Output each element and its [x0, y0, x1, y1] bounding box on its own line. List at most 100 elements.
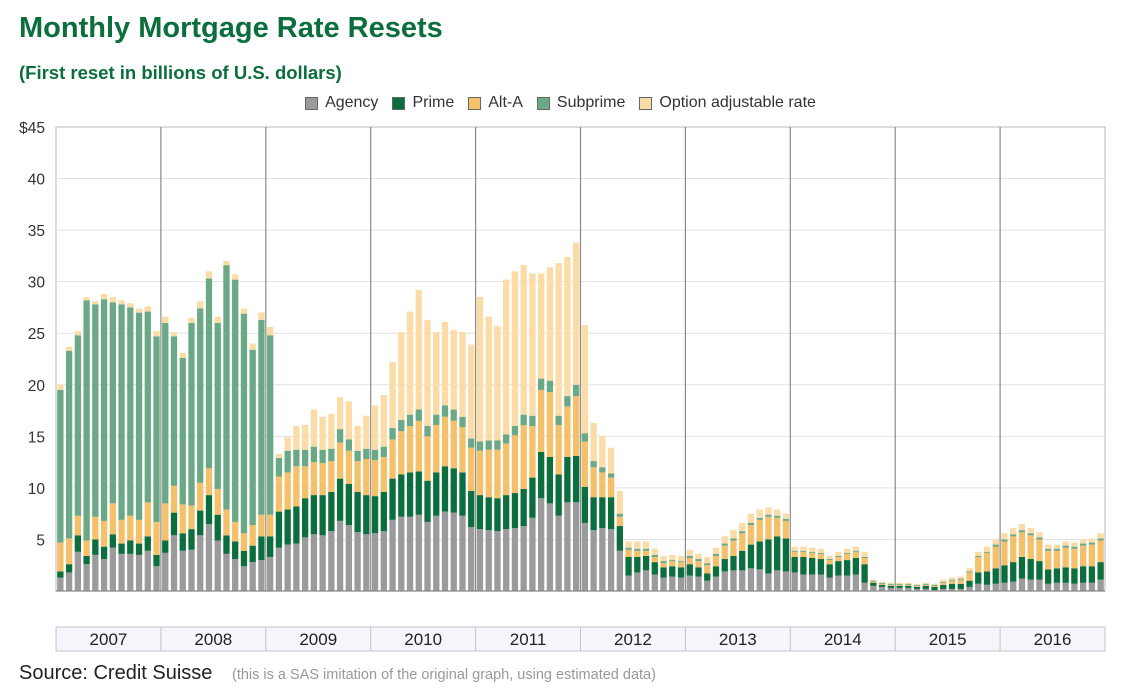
- bar-segment: [433, 332, 440, 415]
- bar-segment: [581, 486, 589, 523]
- bar-segment: [721, 536, 728, 544]
- bar-segment: [677, 577, 685, 591]
- bar-segment: [258, 514, 265, 537]
- bar-segment: [144, 536, 151, 551]
- bar-segment: [1079, 543, 1087, 546]
- bar-segment: [555, 474, 562, 516]
- bar-segment: [109, 547, 116, 591]
- bar-segment: [581, 324, 589, 434]
- bar-segment: [380, 395, 387, 447]
- bar-segment: [721, 543, 728, 546]
- bar-segment: [328, 448, 335, 462]
- bar-segment: [677, 555, 685, 562]
- bar-segment: [450, 409, 457, 421]
- bar-segment: [800, 551, 807, 557]
- bar-segment: [459, 427, 466, 473]
- bar-segment: [878, 586, 886, 591]
- bar-segment: [354, 532, 361, 591]
- bar-segment: [301, 424, 309, 450]
- bar-segment: [127, 515, 134, 541]
- bar-segment: [1071, 548, 1078, 569]
- bar-segment: [878, 581, 886, 583]
- bar-segment: [1036, 561, 1043, 580]
- bar-segment: [100, 546, 108, 560]
- bar-segment: [756, 517, 763, 520]
- bar-segment: [607, 473, 615, 478]
- legend-item-agency: Agency: [305, 94, 378, 112]
- bar-segment: [940, 579, 947, 582]
- bar-segment: [441, 466, 449, 512]
- bar-segment: [363, 448, 370, 460]
- bar-segment: [1036, 539, 1043, 562]
- bar-segment: [843, 548, 851, 553]
- bar-segment: [983, 571, 991, 585]
- bar-segment: [170, 332, 178, 337]
- bar-segment: [92, 516, 99, 540]
- bar-segment: [301, 449, 309, 467]
- bar-segment: [931, 583, 938, 585]
- bar-segment: [843, 552, 851, 554]
- bar-segment: [319, 535, 326, 591]
- bar-segment: [398, 516, 405, 591]
- bar-segment: [1053, 568, 1061, 583]
- bar-segment: [503, 495, 510, 530]
- bar-segment: [162, 503, 169, 541]
- bar-segment: [800, 556, 807, 575]
- year-label: 2016: [1034, 630, 1072, 649]
- year-label: 2012: [614, 630, 652, 649]
- bar-segment: [712, 553, 720, 556]
- bar-segment: [529, 273, 536, 416]
- bar-segment: [642, 550, 650, 556]
- y-tick-label: 5: [36, 532, 45, 549]
- bar-segment: [756, 509, 763, 518]
- bar-segment: [240, 550, 248, 567]
- bar-segment: [564, 396, 571, 407]
- bar-segment: [782, 520, 790, 539]
- bar-segment: [319, 449, 326, 464]
- chart-title: Monthly Mortgage Rate Resets: [19, 12, 443, 44]
- bar-segment: [765, 573, 772, 591]
- bar-segment: [450, 468, 457, 513]
- bar-segment: [476, 441, 484, 451]
- bar-segment: [162, 552, 169, 591]
- bar-segment: [826, 560, 833, 565]
- y-tick-label: 35: [28, 223, 45, 240]
- year-label: 2015: [929, 630, 967, 649]
- bar-segment: [371, 449, 379, 461]
- bar-segment: [441, 416, 449, 467]
- bar-segment: [424, 319, 431, 427]
- bar-segment: [774, 517, 781, 537]
- bar-segment: [214, 322, 221, 489]
- bar-segment: [782, 518, 790, 521]
- bar-segment: [1018, 523, 1026, 531]
- bar-segment: [118, 553, 125, 591]
- bar-segment: [336, 429, 344, 443]
- bar-segment: [83, 300, 90, 541]
- bar-segment: [275, 457, 283, 477]
- bar-segment: [1036, 537, 1043, 540]
- bar-segment: [188, 322, 195, 506]
- bar-segment: [503, 279, 510, 435]
- bar-segment: [1088, 582, 1096, 591]
- y-tick-label: 15: [28, 429, 45, 446]
- legend-swatch-agency: [305, 96, 319, 110]
- bar-segment: [1097, 562, 1104, 580]
- bar-segment: [389, 362, 396, 429]
- bar-segment: [887, 585, 894, 588]
- bar-segment: [100, 520, 108, 547]
- bar-segment: [468, 344, 475, 439]
- bar-segment: [660, 555, 667, 562]
- bar-segment: [1027, 579, 1034, 591]
- bar-segment: [992, 546, 999, 569]
- bar-segment: [686, 575, 693, 591]
- bar-segment: [546, 391, 554, 457]
- bar-segment: [1027, 533, 1034, 536]
- bar-segment: [74, 335, 82, 516]
- bar-segment: [310, 462, 318, 496]
- bar-segment: [660, 561, 667, 564]
- bar-segment: [1010, 536, 1017, 563]
- bar-segment: [74, 535, 82, 552]
- bar-segment: [197, 308, 204, 483]
- bar-segment: [695, 561, 702, 568]
- bar-segment: [328, 531, 335, 591]
